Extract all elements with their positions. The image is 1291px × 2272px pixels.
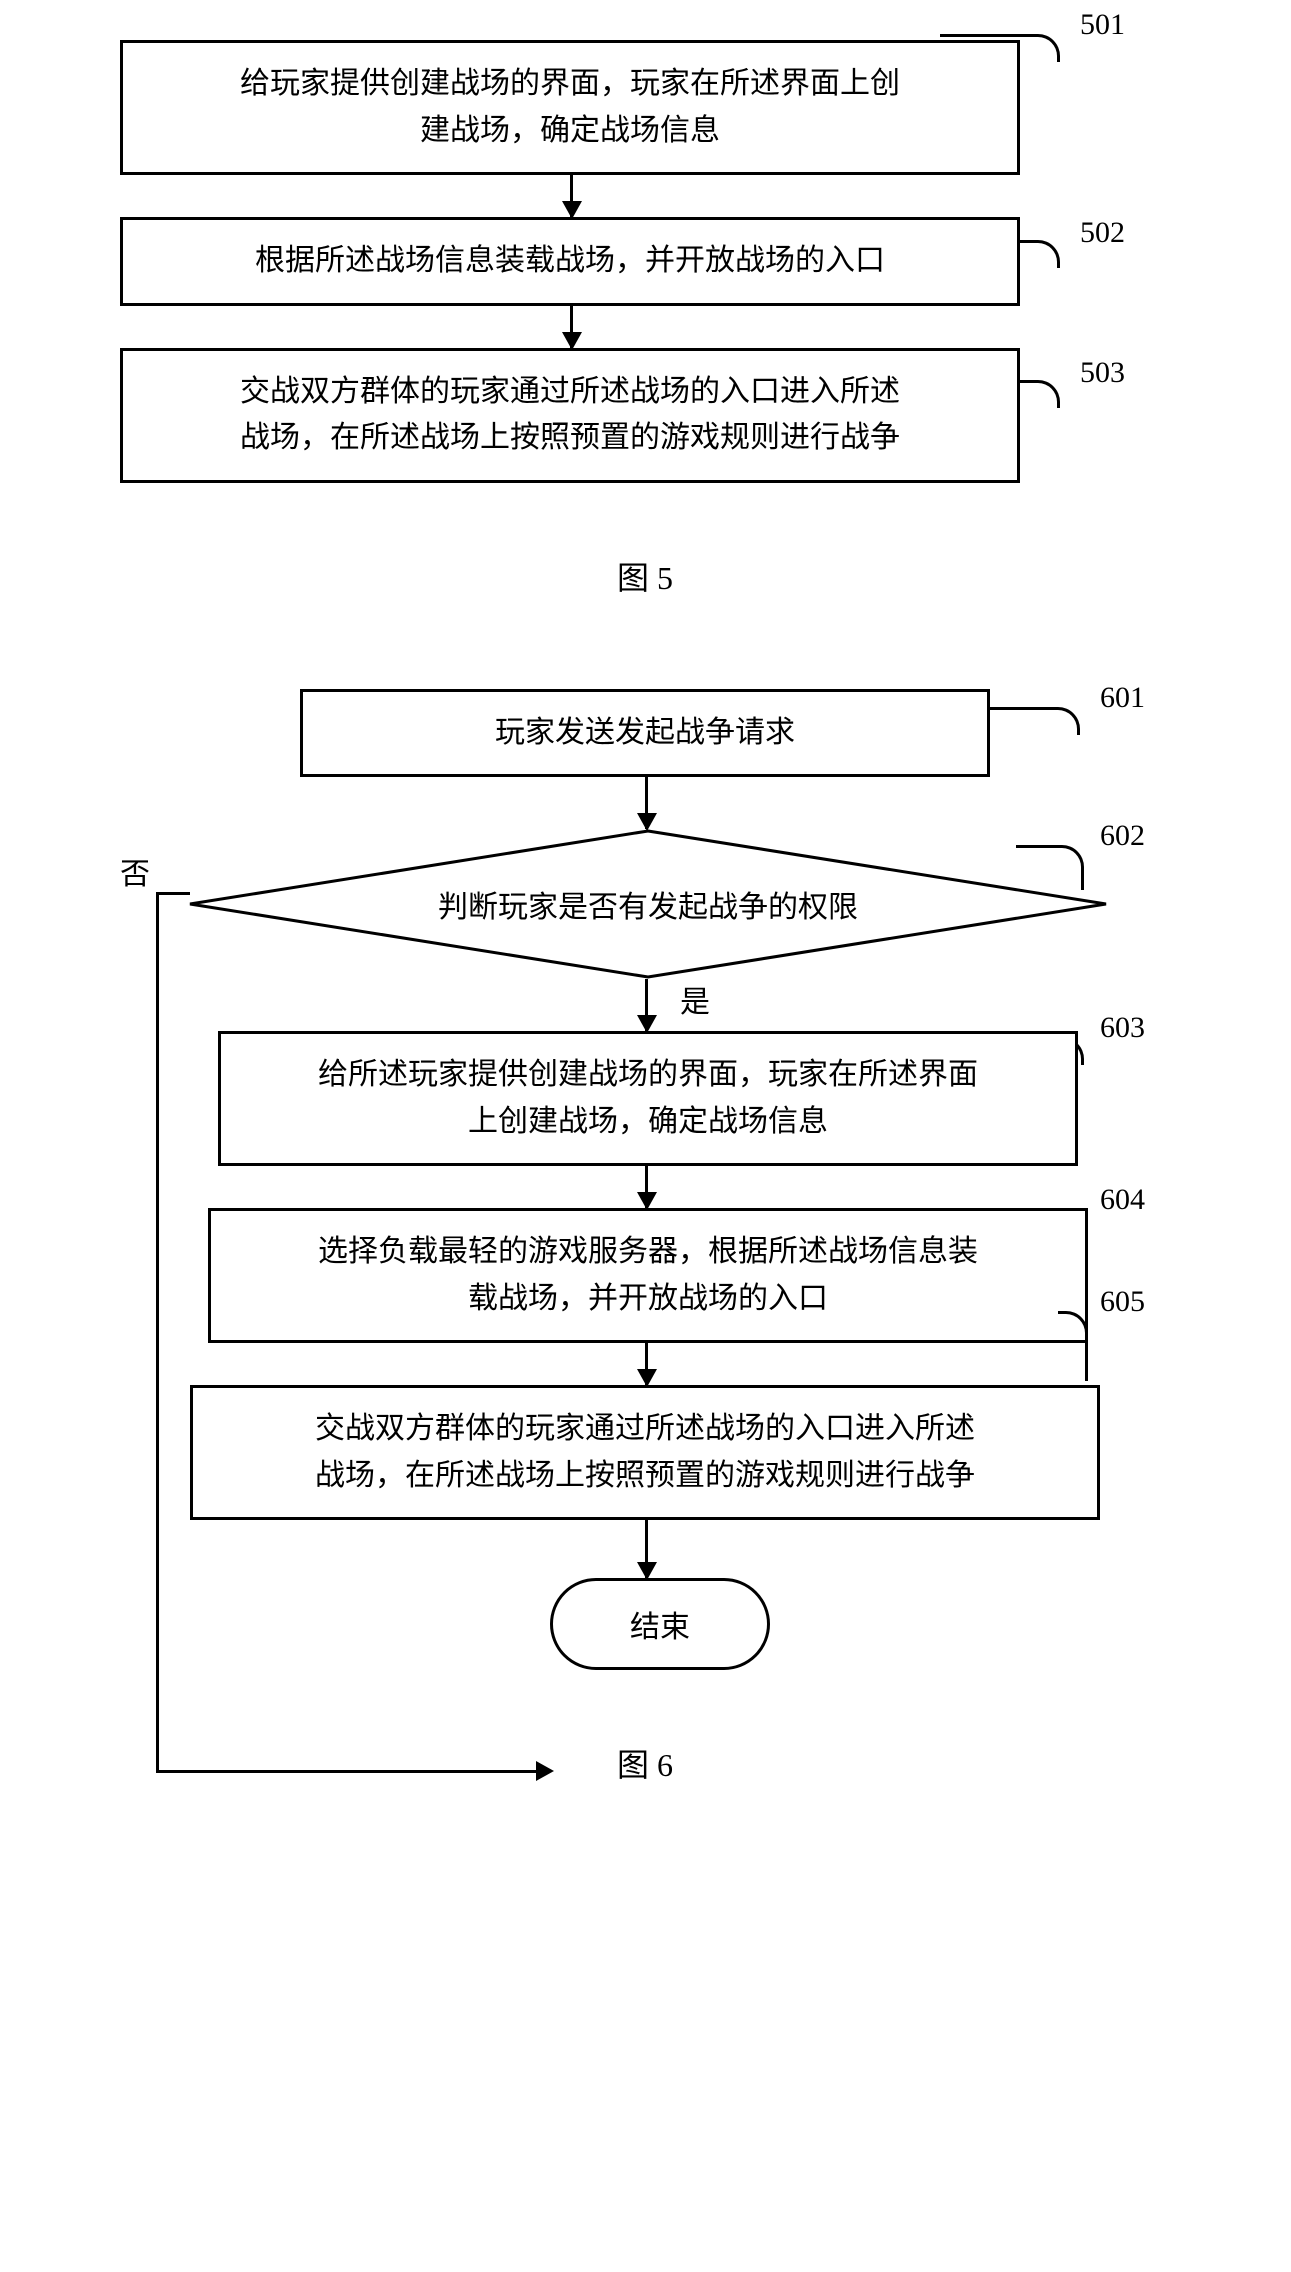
decision-text-602: 判断玩家是否有发起战争的权限 [188,829,1108,979]
figure-6-caption: 图 6 [60,1740,1230,1786]
arrow-501-502 [570,175,573,217]
step-number-603: 603 [1100,1011,1145,1045]
step-number-601: 601 [1100,681,1145,715]
leader-605 [1058,1311,1088,1381]
step-text-603: 给所述玩家提供创建战场的界面，玩家在所述界面 上创建战场，确定战场信息 [318,1058,978,1138]
arrow-603-604 [645,1166,648,1208]
step-number-605: 605 [1100,1285,1145,1319]
no-path-horz [156,1770,538,1773]
terminator-end: 结束 [550,1578,770,1670]
step-text-601: 玩家发送发起战争请求 [495,716,795,749]
step-text-605: 交战双方群体的玩家通过所述战场的入口进入所述 战场，在所述战场上按照预置的游戏规… [315,1412,975,1492]
step-number-604: 604 [1100,1183,1145,1217]
no-path-arrowhead-icon [536,1761,554,1781]
step-text-604: 选择负载最轻的游戏服务器，根据所述战场信息装 载战场，并开放战场的入口 [318,1235,978,1315]
step-box-601: 玩家发送发起战争请求 [300,689,990,778]
no-path-vert [156,892,159,1772]
step-text-502: 根据所述战场信息装载战场，并开放战场的入口 [255,244,885,277]
edge-label-yes: 是 [680,977,710,1021]
edge-label-no: 否 [120,849,150,893]
step-box-502: 根据所述战场信息装载战场，并开放战场的入口 [120,217,1020,306]
step-number-503: 503 [1080,356,1125,390]
arrow-601-602 [645,777,648,829]
figure-5-caption: 图 5 [60,553,1230,599]
arrow-604-605 [645,1343,648,1385]
step-number-502: 502 [1080,216,1125,250]
step-number-501: 501 [1080,8,1125,42]
step-text-501: 给玩家提供创建战场的界面，玩家在所述界面上创 建战场，确定战场信息 [240,67,900,147]
figure-6: 601 玩家发送发起战争请求 602 判断玩家是否有发起战争的权限 否 是 60… [60,689,1230,1889]
step-box-503: 交战双方群体的玩家通过所述战场的入口进入所述 战场，在所述战场上按照预置的游戏规… [120,348,1020,483]
step-box-604: 选择负载最轻的游戏服务器，根据所述战场信息装 载战场，并开放战场的入口 [208,1208,1088,1343]
arrow-502-503 [570,306,573,348]
no-path-stub [156,892,190,895]
step-text-503: 交战双方群体的玩家通过所述战场的入口进入所述 战场，在所述战场上按照预置的游戏规… [240,375,900,455]
step-box-605: 交战双方群体的玩家通过所述战场的入口进入所述 战场，在所述战场上按照预置的游戏规… [190,1385,1100,1520]
figure-5: 501 给玩家提供创建战场的界面，玩家在所述界面上创 建战场，确定战场信息 50… [60,40,1230,599]
terminator-text: 结束 [630,1602,690,1646]
arrow-605-end [645,1520,648,1578]
step-box-603: 给所述玩家提供创建战场的界面，玩家在所述界面 上创建战场，确定战场信息 [218,1031,1078,1166]
decision-602: 判断玩家是否有发起战争的权限 [188,829,1108,979]
step-box-501: 给玩家提供创建战场的界面，玩家在所述界面上创 建战场，确定战场信息 [120,40,1020,175]
arrow-602-603 [645,979,648,1031]
